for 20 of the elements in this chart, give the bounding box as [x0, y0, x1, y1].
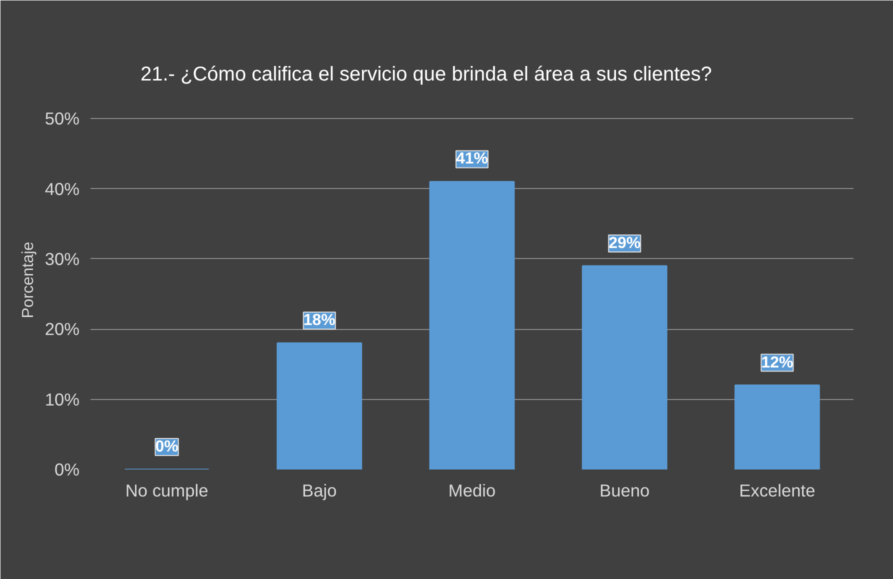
y-tick-label: 30% — [44, 248, 80, 269]
y-axis-title: Porcentaje — [20, 242, 37, 318]
chart-title: 21.- ¿Cómo califica el servicio que brinda el área a sus clientes? — [140, 64, 712, 86]
y-tick-label: 40% — [44, 178, 80, 199]
y-tick-label: 10% — [44, 389, 80, 410]
data-label: 18% — [303, 312, 336, 330]
data-label: 12% — [761, 354, 794, 372]
y-tick-label: 20% — [44, 319, 80, 340]
x-tick-label: Medio — [448, 480, 496, 500]
x-tick-label: Excelente — [739, 480, 816, 500]
y-tick-label: 50% — [44, 108, 80, 129]
bar — [734, 384, 820, 470]
data-label: 0% — [155, 438, 178, 456]
bar — [276, 342, 362, 470]
bar — [582, 265, 668, 470]
x-tick-label: No cumple — [125, 480, 208, 500]
bar — [429, 180, 515, 470]
x-tick-label: Bajo — [302, 480, 337, 500]
y-tick-label: 0% — [54, 460, 80, 480]
x-tick-label: Bueno — [600, 480, 650, 500]
